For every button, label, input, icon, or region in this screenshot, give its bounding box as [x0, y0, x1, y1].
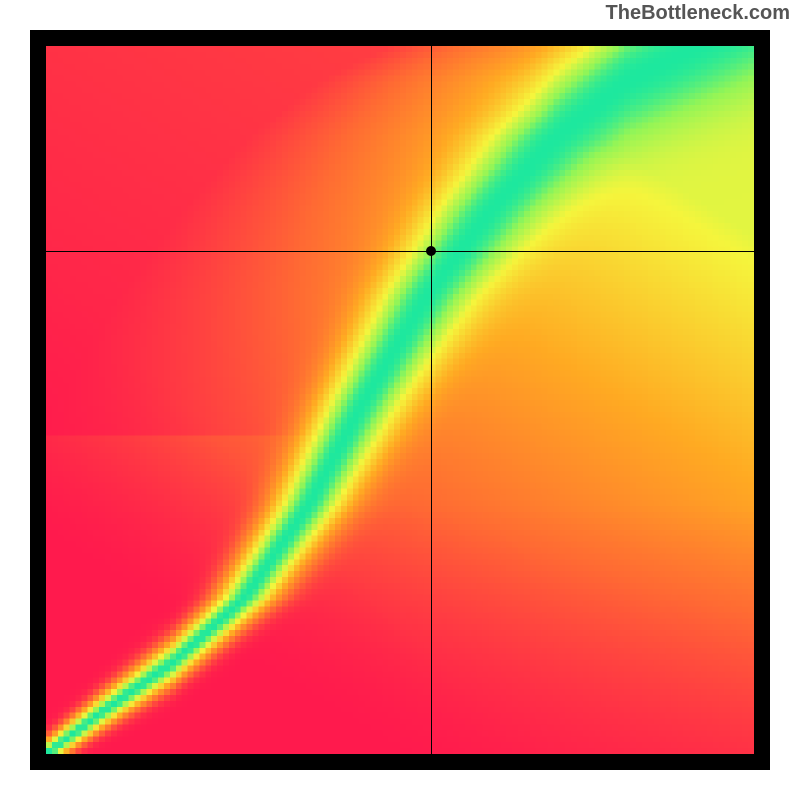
- chart-container: TheBottleneck.com: [0, 0, 800, 800]
- crosshair-horizontal: [30, 251, 770, 252]
- heatmap-canvas: [46, 46, 754, 754]
- crosshair-marker: [426, 246, 436, 256]
- plot-area: [30, 30, 770, 770]
- watermark-text: TheBottleneck.com: [606, 2, 790, 25]
- crosshair-vertical: [431, 30, 432, 770]
